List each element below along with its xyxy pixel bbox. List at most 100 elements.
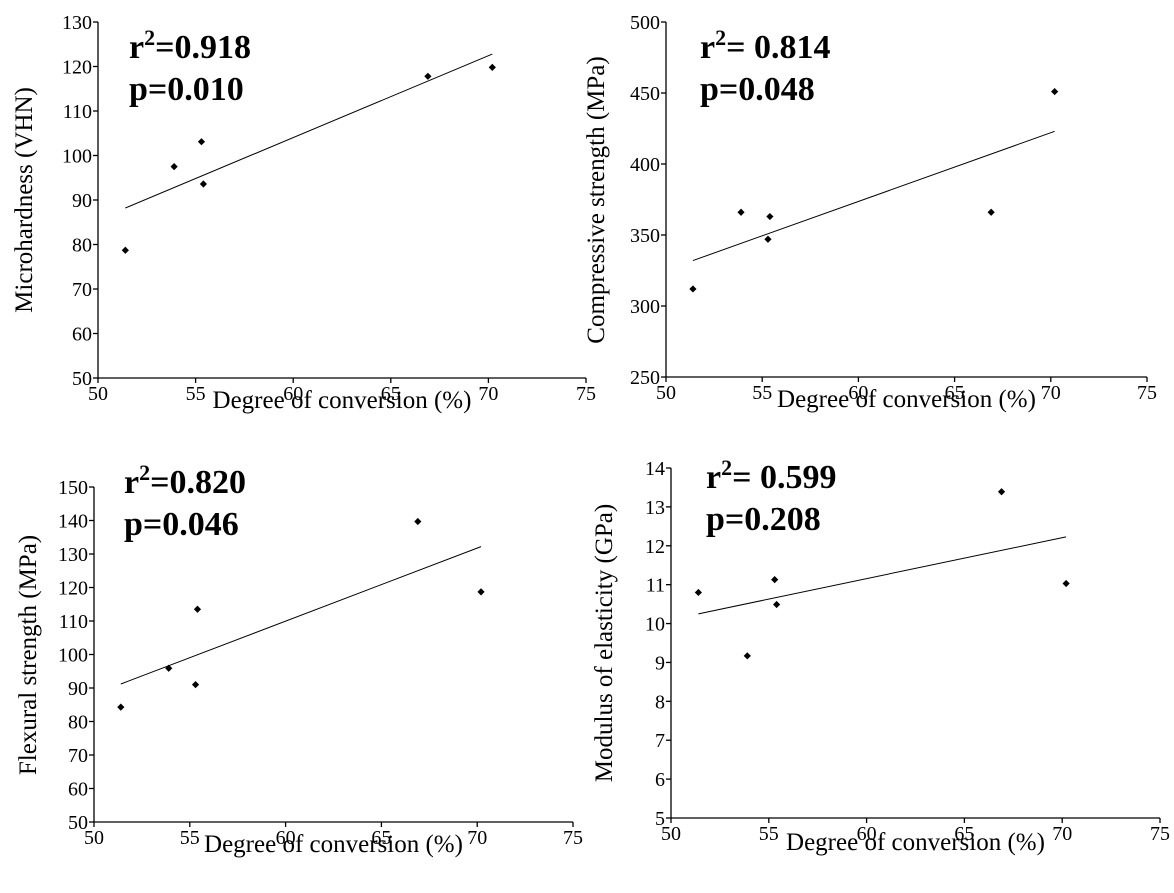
- y-tick-label: 9: [655, 652, 665, 674]
- y-tick-label: 120: [58, 578, 88, 600]
- r-prefix: r: [706, 459, 721, 496]
- y-tick-label: 70: [72, 279, 92, 301]
- y-tick-label: 12: [645, 536, 665, 558]
- x-tick-label: 60: [276, 827, 296, 849]
- x-tick-label: 65: [945, 382, 965, 404]
- data-point: [764, 235, 772, 243]
- data-point: [488, 63, 496, 71]
- data-point: [1062, 579, 1070, 588]
- y-tick-label: 120: [62, 57, 92, 79]
- y-tick-label: 130: [58, 544, 88, 566]
- trendline: [698, 536, 1067, 615]
- r-prefix: r: [129, 29, 144, 66]
- data-point: [165, 664, 173, 672]
- y-tick-label: 300: [630, 296, 660, 318]
- data-point: [771, 576, 779, 584]
- data-point: [199, 180, 208, 188]
- data-point: [191, 681, 200, 689]
- data-point: [737, 208, 745, 216]
- x-tick-label: 75: [1150, 823, 1170, 845]
- y-tick-label: 100: [58, 645, 88, 667]
- x-tick-label: 70: [1052, 823, 1072, 845]
- x-tick-label: 65: [371, 827, 391, 849]
- y-tick-label: 50: [72, 368, 92, 390]
- data-point: [743, 652, 751, 660]
- x-tick-label: 50: [656, 382, 676, 404]
- r-superscript: 2: [144, 25, 155, 50]
- data-point: [694, 588, 702, 597]
- x-tick-label: 55: [186, 383, 206, 405]
- y-tick-label: 11: [646, 575, 665, 597]
- chart-panel-microhardness: 50 60 70 80 90 100 110 120 130 50 55 60 65 70 75 Degree…: [11, 12, 596, 414]
- r-squared-label: r2=0.820: [124, 460, 246, 501]
- x-tick-label: 70: [478, 383, 498, 405]
- x-tick-label: 55: [759, 823, 779, 845]
- y-tick-label: 90: [68, 678, 88, 700]
- y-tick-label: 110: [63, 101, 92, 123]
- y-tick-label: 13: [645, 497, 665, 519]
- y-tick-label: 150: [58, 477, 88, 499]
- x-tick-label: 75: [1137, 382, 1157, 404]
- data-point: [997, 488, 1006, 496]
- chart-panel-modulus-of-elasticity: 5 6 7 8 9 10 11 12 13 14 50 55 60 65 70 75 Degree of con…: [591, 455, 1170, 856]
- r-value: =0.918: [155, 29, 251, 66]
- data-point: [117, 703, 125, 711]
- x-tick-label: 50: [88, 383, 108, 405]
- y-tick-label: 14: [645, 458, 665, 480]
- y-tick-label: 6: [655, 769, 665, 791]
- trendline: [125, 53, 493, 209]
- y-tick-label: 450: [630, 83, 660, 105]
- y-tick-label: 400: [630, 154, 660, 176]
- y-tick-label: 80: [72, 235, 92, 257]
- x-tick-label: 55: [752, 382, 772, 404]
- r-squared-label: r2=0.918: [129, 25, 251, 66]
- x-tick-label: 65: [381, 383, 401, 405]
- y-tick-label: 500: [630, 12, 660, 34]
- r-squared-label: r2= 0.814: [700, 25, 830, 66]
- x-tick-label: 55: [180, 827, 200, 849]
- data-point: [414, 517, 422, 526]
- y-tick-label: 7: [655, 730, 665, 752]
- y-tick-label: 70: [68, 745, 88, 767]
- r-value: = 0.599: [732, 459, 836, 496]
- y-tick-label: 50: [68, 812, 88, 834]
- x-axis-label: Degree of conversion (%): [777, 386, 1036, 413]
- chart-panel-flexural-strength: 50 60 70 80 90 100 110 120 130 140 150 50 55 60 65 70 75…: [15, 460, 583, 858]
- x-tick-label: 60: [857, 823, 877, 845]
- data-point: [193, 605, 202, 613]
- y-axis-label: Modulus of elasticity (GPa): [591, 504, 618, 782]
- data-point: [689, 285, 697, 293]
- r-prefix: r: [700, 29, 715, 66]
- x-tick-label: 75: [563, 827, 583, 849]
- y-tick-label: 90: [72, 190, 92, 212]
- p-value-label: p=0.046: [124, 506, 239, 543]
- data-point: [424, 72, 432, 80]
- y-axis-label: Compressive strength (MPa): [583, 56, 610, 343]
- p-value-label: p=0.048: [700, 71, 815, 108]
- x-tick-label: 50: [661, 823, 681, 845]
- x-tick-label: 65: [954, 823, 974, 845]
- data-point: [121, 246, 129, 254]
- r-value: =0.820: [150, 464, 246, 501]
- y-tick-label: 5: [655, 808, 665, 830]
- chart-panel-compressive-strength: 250 300 350 400 450 500 50 55 60 65 70 75 Degree of …: [583, 12, 1157, 413]
- p-value-label: p=0.208: [706, 501, 821, 538]
- data-point: [773, 600, 781, 609]
- r-prefix: r: [124, 464, 139, 501]
- y-axis-label: Flexural strength (MPa): [15, 535, 42, 775]
- data-point: [987, 208, 995, 216]
- data-point: [170, 163, 178, 171]
- y-tick-label: 60: [68, 779, 88, 801]
- r-superscript: 2: [721, 455, 732, 480]
- data-point: [197, 138, 206, 146]
- r-superscript: 2: [715, 25, 726, 50]
- trendline: [692, 130, 1055, 262]
- y-tick-label: 8: [655, 691, 665, 713]
- y-tick-label: 100: [62, 146, 92, 168]
- x-tick-label: 75: [576, 383, 596, 405]
- trendline: [120, 546, 482, 685]
- x-axis-label: Degree of conversion (%): [786, 829, 1045, 856]
- y-tick-label: 140: [58, 511, 88, 533]
- y-axis-label: Microhardness (VHN): [11, 87, 38, 313]
